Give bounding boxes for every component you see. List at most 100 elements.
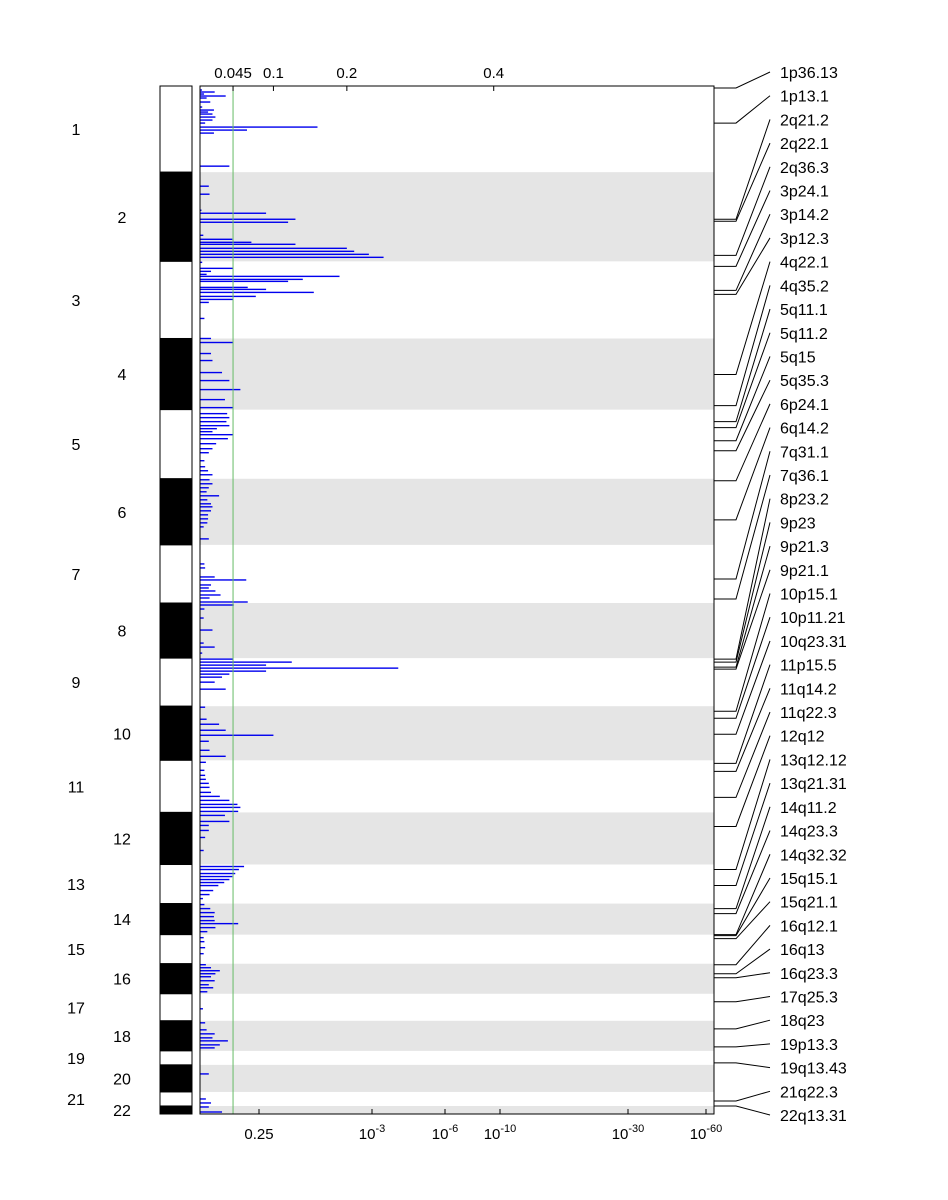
cytoband-label: 5q11.1 (780, 302, 828, 319)
chromosome-label-7: 7 (72, 567, 81, 584)
chromosome-label-20: 20 (113, 1071, 131, 1088)
assoc-bar (200, 491, 207, 493)
ideogram-segment-1 (159, 85, 193, 173)
assoc-bar (200, 442, 217, 445)
assoc-bar (200, 688, 226, 690)
assoc-bar (200, 970, 220, 972)
cytoband-label: 10q23.31 (780, 634, 847, 651)
assoc-bar (200, 774, 206, 777)
cytoband-label: 19q13.43 (780, 1061, 847, 1078)
assoc-bar (200, 915, 214, 918)
assoc-bar (200, 803, 238, 806)
cytoband-leader (714, 142, 771, 222)
assoc-bar (200, 875, 233, 878)
cytoband-label: 17q25.3 (780, 989, 838, 1006)
assoc-bar (200, 984, 209, 986)
cytoband-label: 14q11.2 (780, 800, 837, 817)
assoc-bar (200, 878, 230, 881)
cytoband-labels: 1p36.13 1p13.1 2q21.2 2q22.1 2q36.3 3p24.1 3p1… (714, 65, 847, 1125)
ideogram-segment-20 (159, 1064, 193, 1093)
cytoband-label: 14q23.3 (780, 824, 838, 841)
ideogram-segment-5 (159, 409, 193, 480)
chromosome-shade-12 (200, 812, 714, 865)
cytoband-label: 3p12.3 (780, 231, 829, 248)
chromosome-label-10: 10 (113, 726, 131, 743)
assoc-bar (200, 964, 206, 966)
assoc-bar (200, 470, 209, 472)
assoc-bar (200, 810, 239, 813)
assoc-bar (200, 1022, 206, 1024)
assoc-bar (200, 291, 314, 294)
assoc-bar (200, 241, 252, 244)
assoc-bar (200, 430, 213, 433)
assoc-bar (200, 526, 204, 528)
chromosome-label-4: 4 (118, 367, 127, 384)
assoc-bar (200, 185, 209, 187)
chromosome-label-6: 6 (118, 505, 127, 522)
ideogram-segment-4 (159, 337, 193, 411)
assoc-bar (200, 740, 209, 742)
cytoband-label: 6q14.2 (780, 421, 829, 438)
assoc-bar (200, 676, 223, 678)
assoc-bar (200, 814, 225, 817)
assoc-bar (200, 642, 204, 644)
cytoband-leader (714, 1043, 771, 1048)
assoc-bar (200, 881, 225, 884)
cytoband-leader (714, 972, 771, 979)
assoc-bar (200, 474, 213, 476)
assoc-bar (200, 379, 230, 382)
assoc-bar (200, 734, 274, 736)
cytoband-leader (714, 427, 771, 521)
cytoband-leader (714, 782, 771, 887)
assoc-bar (200, 97, 207, 99)
cytoband-label: 11q22.3 (780, 705, 837, 722)
assoc-bar (200, 629, 213, 631)
top-tick-label: 0.1 (263, 65, 284, 82)
cytoband-leader (714, 1019, 771, 1030)
ideogram-segment-16 (159, 963, 193, 995)
assoc-bar (200, 510, 212, 512)
assoc-bar (200, 889, 214, 892)
chromosome-shade-22 (200, 1105, 714, 1114)
assoc-bar (200, 820, 230, 823)
assoc-bar (200, 865, 245, 868)
assoc-bar (200, 926, 216, 929)
assoc-bar (200, 95, 226, 97)
assoc-bar (200, 836, 206, 839)
assoc-bar (200, 518, 209, 520)
assoc-bar (200, 604, 234, 606)
assoc-bar (200, 247, 347, 250)
ideogram-segment-10 (159, 705, 193, 761)
chromosome-shade-20 (200, 1064, 714, 1092)
assoc-bar (200, 1029, 207, 1031)
assoc-bar (200, 749, 210, 751)
assoc-bar (200, 412, 228, 415)
bottom-axis: 0.25 10-3 10-6 10-10 10-30 10-60 (244, 1109, 722, 1143)
chromosome-shade-10 (200, 706, 714, 761)
ideogram-segment-6 (159, 478, 193, 546)
assoc-bar (200, 652, 203, 654)
cytoband-label: 3p14.2 (780, 207, 829, 224)
cytoband-leader (714, 569, 771, 670)
bottom-tick-label: 10-10 (484, 1123, 517, 1143)
chromosome-shading (200, 172, 714, 1114)
plot-frame (199, 85, 715, 1115)
assoc-bar (200, 286, 248, 289)
cytoband-label: 7q36.1 (780, 468, 829, 485)
assoc-bar (200, 786, 210, 789)
cytoband-leader (714, 522, 771, 663)
assoc-bar (200, 658, 234, 660)
assoc-bar (200, 829, 209, 832)
cytoband-leader (714, 237, 771, 295)
assoc-bar (200, 113, 213, 115)
cytoband-label: 10p11.21 (780, 610, 846, 627)
assoc-bar (200, 280, 289, 283)
cytoband-label: 14q32.32 (780, 847, 847, 864)
chromosome-shade-8 (200, 603, 714, 659)
cytoband-leader (714, 830, 771, 915)
cytoband-leader (714, 593, 771, 712)
chromosome-shade-18 (200, 1020, 714, 1051)
assoc-bar (200, 769, 205, 772)
cytoband-leader (714, 190, 771, 267)
assoc-bar (200, 503, 212, 505)
